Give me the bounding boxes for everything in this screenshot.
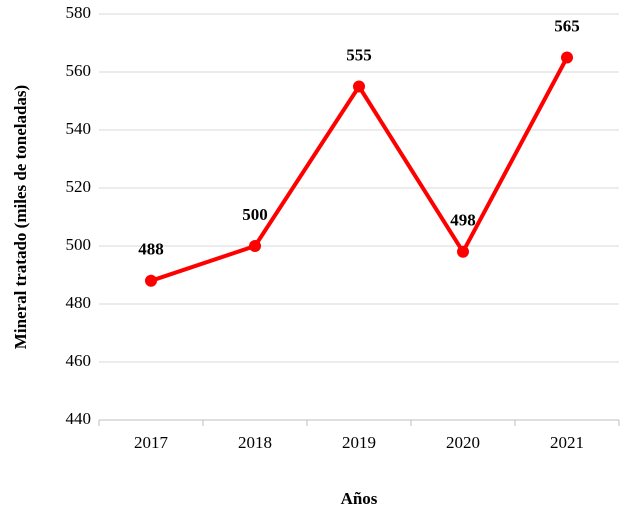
y-tick-label: 560 xyxy=(66,61,92,80)
x-tick-label: 2018 xyxy=(238,433,272,452)
y-tick-label: 480 xyxy=(66,293,92,312)
marker xyxy=(353,80,365,93)
x-axis-label: Años xyxy=(341,489,378,508)
marker xyxy=(145,274,157,287)
y-tick-label: 460 xyxy=(66,351,92,370)
x-tick-label: 2020 xyxy=(446,433,480,452)
y-tick-label: 540 xyxy=(66,119,92,138)
y-tick-label: 580 xyxy=(66,3,92,22)
y-axis-label: Mineral tratado (miles de toneladas) xyxy=(11,85,30,349)
y-tick-label: 500 xyxy=(66,235,92,254)
data-label: 498 xyxy=(450,211,476,230)
y-tick-label: 520 xyxy=(66,177,92,196)
data-label: 488 xyxy=(138,240,164,259)
data-label: 500 xyxy=(242,205,268,224)
y-tick-label: 440 xyxy=(66,409,92,428)
marker xyxy=(457,245,469,258)
marker xyxy=(561,51,573,64)
x-tick-label: 2019 xyxy=(342,433,376,452)
marker xyxy=(249,240,261,252)
data-label: 555 xyxy=(346,45,372,64)
data-label: 565 xyxy=(554,16,580,35)
x-tick-label: 2017 xyxy=(134,433,169,452)
x-tick-label: 2021 xyxy=(550,433,584,452)
